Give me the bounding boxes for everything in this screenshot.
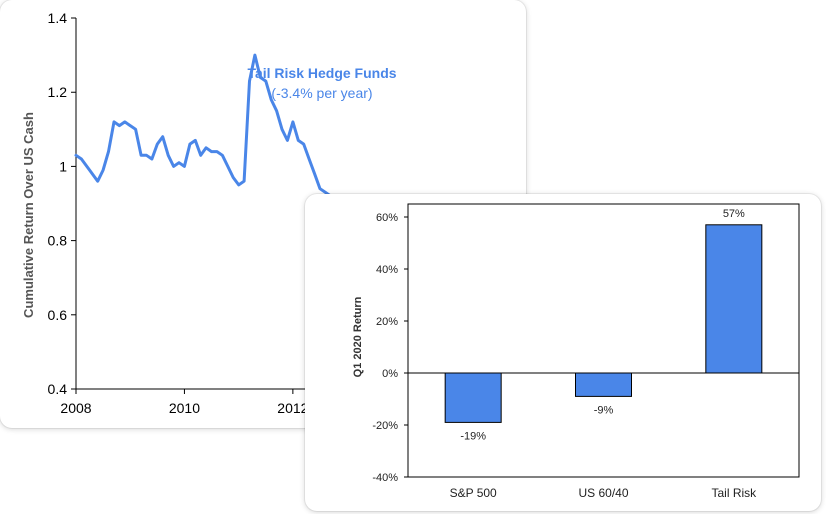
annotation-title: Tail Risk Hedge Funds <box>247 65 396 81</box>
y-tick-label: 0% <box>382 368 398 380</box>
y-tick-label: 0.4 <box>48 381 68 397</box>
y-tick-label: -20% <box>372 420 398 432</box>
y-tick-label: 0.8 <box>48 233 68 249</box>
y-tick-label: -40% <box>372 472 398 484</box>
bar-chart: Q1 2020 Return 60% 40% 20% 0% -20% -40% -19% S… <box>352 203 800 500</box>
data-label: 57% <box>723 208 745 220</box>
annotation-subtitle: (-3.4% per year) <box>271 85 372 101</box>
y-tick-label: 1 <box>59 158 67 174</box>
y-axis-label: Q1 2020 Return <box>352 296 364 377</box>
y-tick-label: 1.4 <box>48 10 68 26</box>
bar <box>705 224 763 374</box>
y-axis-label: Cumulative Return Over US Cash <box>21 112 36 318</box>
bar <box>575 372 632 397</box>
x-tick-label: 2012 <box>277 400 308 416</box>
y-tick-label: 40% <box>376 264 398 276</box>
line-chart: Cumulative Return Over US Cash 1.4 1.2 1 0.… <box>21 10 526 416</box>
plot-frame <box>407 203 800 478</box>
y-tick-label: 20% <box>376 316 398 328</box>
data-label: -9% <box>594 404 614 416</box>
data-label: -19% <box>460 430 486 442</box>
bar <box>444 372 502 423</box>
y-tick-label: 0.6 <box>48 307 68 323</box>
x-tick-label: 2008 <box>60 400 91 416</box>
y-tick-label: 60% <box>376 212 398 224</box>
y-tick-label: 1.2 <box>48 84 68 100</box>
x-tick-label: S&P 500 <box>450 486 497 500</box>
bar-chart-card: Q1 2020 Return 60% 40% 20% 0% -20% -40% -19% S… <box>305 194 821 511</box>
x-tick-label: US 60/40 <box>578 486 628 500</box>
x-tick-label: Tail Risk <box>711 486 757 500</box>
x-tick-label: 2010 <box>169 400 200 416</box>
